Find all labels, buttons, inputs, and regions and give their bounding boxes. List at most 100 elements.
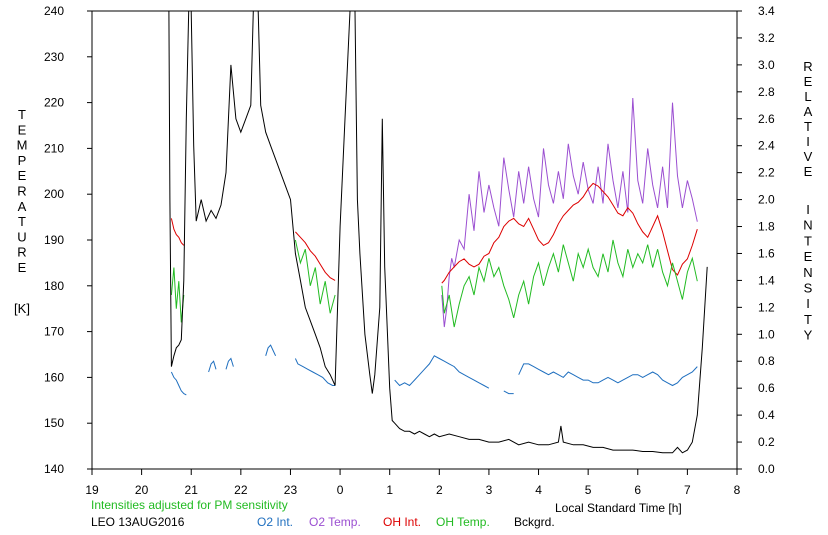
left-axis-label-letter: E [18, 168, 27, 183]
left-tick-labels: 140 150 160 170 180 190 200 210 220 230 240 [44, 4, 64, 476]
left-tick-label: 150 [44, 416, 64, 430]
x-tick-label: 2 [436, 483, 443, 497]
right-axis-label-letter: T [804, 312, 812, 327]
right-tick-label: 2.6 [758, 112, 775, 126]
series-line [168, 10, 190, 367]
x-tick-label: 7 [684, 483, 691, 497]
left-axis-label-letter: E [18, 260, 27, 275]
x-tick-label: 20 [135, 483, 149, 497]
left-tick-label: 140 [44, 462, 64, 476]
right-axis-label-letter: N [803, 265, 812, 280]
series-line [394, 355, 490, 389]
legend-entry: O2 Temp. [309, 515, 361, 529]
right-axis-label-letter: I [806, 296, 810, 311]
left-axis-label-letter: E [18, 122, 27, 137]
right-axis-label-letter: I [806, 134, 810, 149]
left-axis-unit: [K] [14, 301, 30, 316]
series-line [441, 182, 698, 284]
series-bckgrd [168, 10, 708, 454]
right-tick-label: 1.6 [758, 246, 775, 260]
series-line [441, 239, 698, 328]
right-tick-label: 0.6 [758, 381, 775, 395]
series-line [518, 363, 698, 387]
x-tick-label: 4 [535, 483, 542, 497]
legend-entry: Bckgrd. [514, 515, 555, 529]
series-line [265, 344, 277, 357]
series-line [208, 360, 217, 373]
right-tick-label: 1.0 [758, 327, 775, 341]
x-tick-label: 22 [234, 483, 248, 497]
series-line [170, 267, 185, 323]
series-line [170, 218, 185, 246]
series-line [294, 239, 336, 314]
right-tick-label: 0.2 [758, 435, 775, 449]
left-axis-label-letter: U [17, 229, 26, 244]
series-line [503, 390, 514, 395]
x-tick-label: 5 [585, 483, 592, 497]
x-tick-label: 23 [284, 483, 298, 497]
right-axis-label-letter: I [806, 202, 810, 217]
left-tick-label: 230 [44, 50, 64, 64]
legend-entry: OH Int. [383, 515, 421, 529]
left-tick-label: 240 [44, 4, 64, 18]
legend-entry: OH Temp. [436, 515, 490, 529]
left-tick-label: 210 [44, 141, 64, 155]
right-axis-label-letter: Y [804, 328, 813, 343]
left-axis-label-letter: P [18, 153, 27, 168]
series-o2-int [170, 344, 698, 396]
series-line [225, 357, 234, 370]
right-tick-label: 3.0 [758, 58, 775, 72]
right-axis-label-letter: T [804, 233, 812, 248]
series-oh-temp [170, 239, 698, 328]
series-line [354, 10, 708, 454]
series-line [441, 97, 698, 328]
right-axis-label-letter: N [803, 218, 812, 233]
right-axis-label-letter: E [804, 74, 813, 89]
station-date: LEO 13AUG2016 [91, 515, 185, 529]
right-tick-label: 2.0 [758, 193, 775, 207]
right-axis-label-letter: V [804, 149, 813, 164]
series-oh-int [170, 182, 698, 284]
right-axis-label-letter: R [803, 59, 812, 74]
x-tick-labels: 19 20 21 22 23 0 1 2 3 4 5 6 7 8 [85, 483, 740, 497]
series-line [295, 231, 336, 281]
x-tick-label: 0 [337, 483, 344, 497]
series-line [190, 10, 254, 223]
right-axis-label-letter: E [804, 249, 813, 264]
axes [87, 10, 742, 475]
right-tick-labels: 0.0 0.2 0.4 0.6 0.8 1.0 1.2 1.4 1.6 1.8 2.0 2.2 2.4 2… [758, 4, 775, 476]
series-layer [168, 10, 708, 454]
x-axis-label: Local Standard Time [h] [555, 501, 682, 515]
right-tick-label: 1.4 [758, 273, 775, 287]
x-tick-label: 21 [185, 483, 199, 497]
right-tick-label: 0.4 [758, 408, 775, 422]
right-axis-label-letter: L [804, 89, 811, 104]
right-tick-label: 1.8 [758, 220, 775, 234]
right-axis-label-letter: A [804, 104, 813, 119]
series-line [170, 371, 187, 396]
x-tick-label: 3 [486, 483, 493, 497]
left-tick-label: 220 [44, 96, 64, 110]
right-tick-label: 2.4 [758, 139, 775, 153]
sensitivity-note: Intensities adjusted for PM sensitivity [91, 498, 288, 512]
series-line [257, 10, 351, 386]
right-axis-label-letter: E [804, 164, 813, 179]
right-axis-label-letter: S [804, 281, 813, 296]
legend-entry: O2 Int. [257, 515, 293, 529]
series-line [294, 358, 336, 386]
left-tick-label: 180 [44, 279, 64, 293]
left-axis-label-letter: A [18, 199, 27, 214]
left-tick-label: 190 [44, 233, 64, 247]
x-tick-label: 19 [85, 483, 99, 497]
left-axis-label-letter: R [17, 184, 26, 199]
left-axis-label-letter: T [18, 214, 26, 229]
series-o2-temp [441, 97, 698, 328]
right-tick-label: 2.2 [758, 166, 775, 180]
legend: O2 Int. O2 Temp. OH Int. OH Temp. Bckgrd. [257, 515, 555, 529]
right-tick-label: 0.0 [758, 462, 775, 476]
left-tick-label: 200 [44, 187, 64, 201]
x-tick-label: 1 [386, 483, 393, 497]
